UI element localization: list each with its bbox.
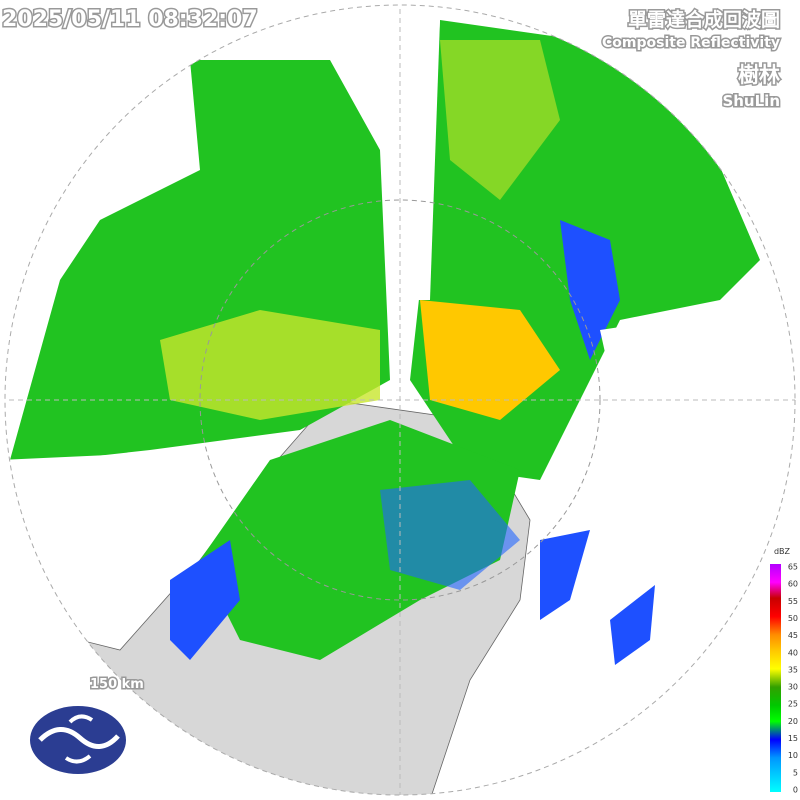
station-en: ShuLin	[722, 92, 780, 110]
legend-tick: 0	[793, 786, 798, 795]
legend-tick: 20	[788, 717, 798, 726]
legend-tick: 65	[788, 563, 798, 572]
legend-tick: 10	[788, 751, 798, 760]
logo	[30, 706, 126, 774]
legend-tick: 15	[788, 734, 798, 743]
range-label: 150 km	[90, 677, 144, 692]
legend-tick: 40	[788, 648, 798, 657]
legend-tick: 5	[793, 768, 798, 777]
timestamp: 2025/05/11 08:32:07	[2, 7, 258, 32]
title-en: Composite Reflectivity	[602, 35, 780, 51]
legend-tick: 35	[788, 665, 798, 674]
legend-unit: dBZ	[774, 547, 791, 556]
legend-tick: 30	[788, 683, 798, 692]
legend-tick: 25	[788, 700, 798, 709]
station-zh: 樹林	[738, 63, 780, 87]
legend-tick: 45	[788, 631, 798, 640]
legend-tick: 60	[788, 580, 798, 589]
title-zh: 單雷達合成回波圖	[628, 8, 780, 31]
color-bar	[770, 564, 781, 792]
legend-tick: 50	[788, 614, 798, 623]
legend-tick: 55	[788, 597, 798, 606]
